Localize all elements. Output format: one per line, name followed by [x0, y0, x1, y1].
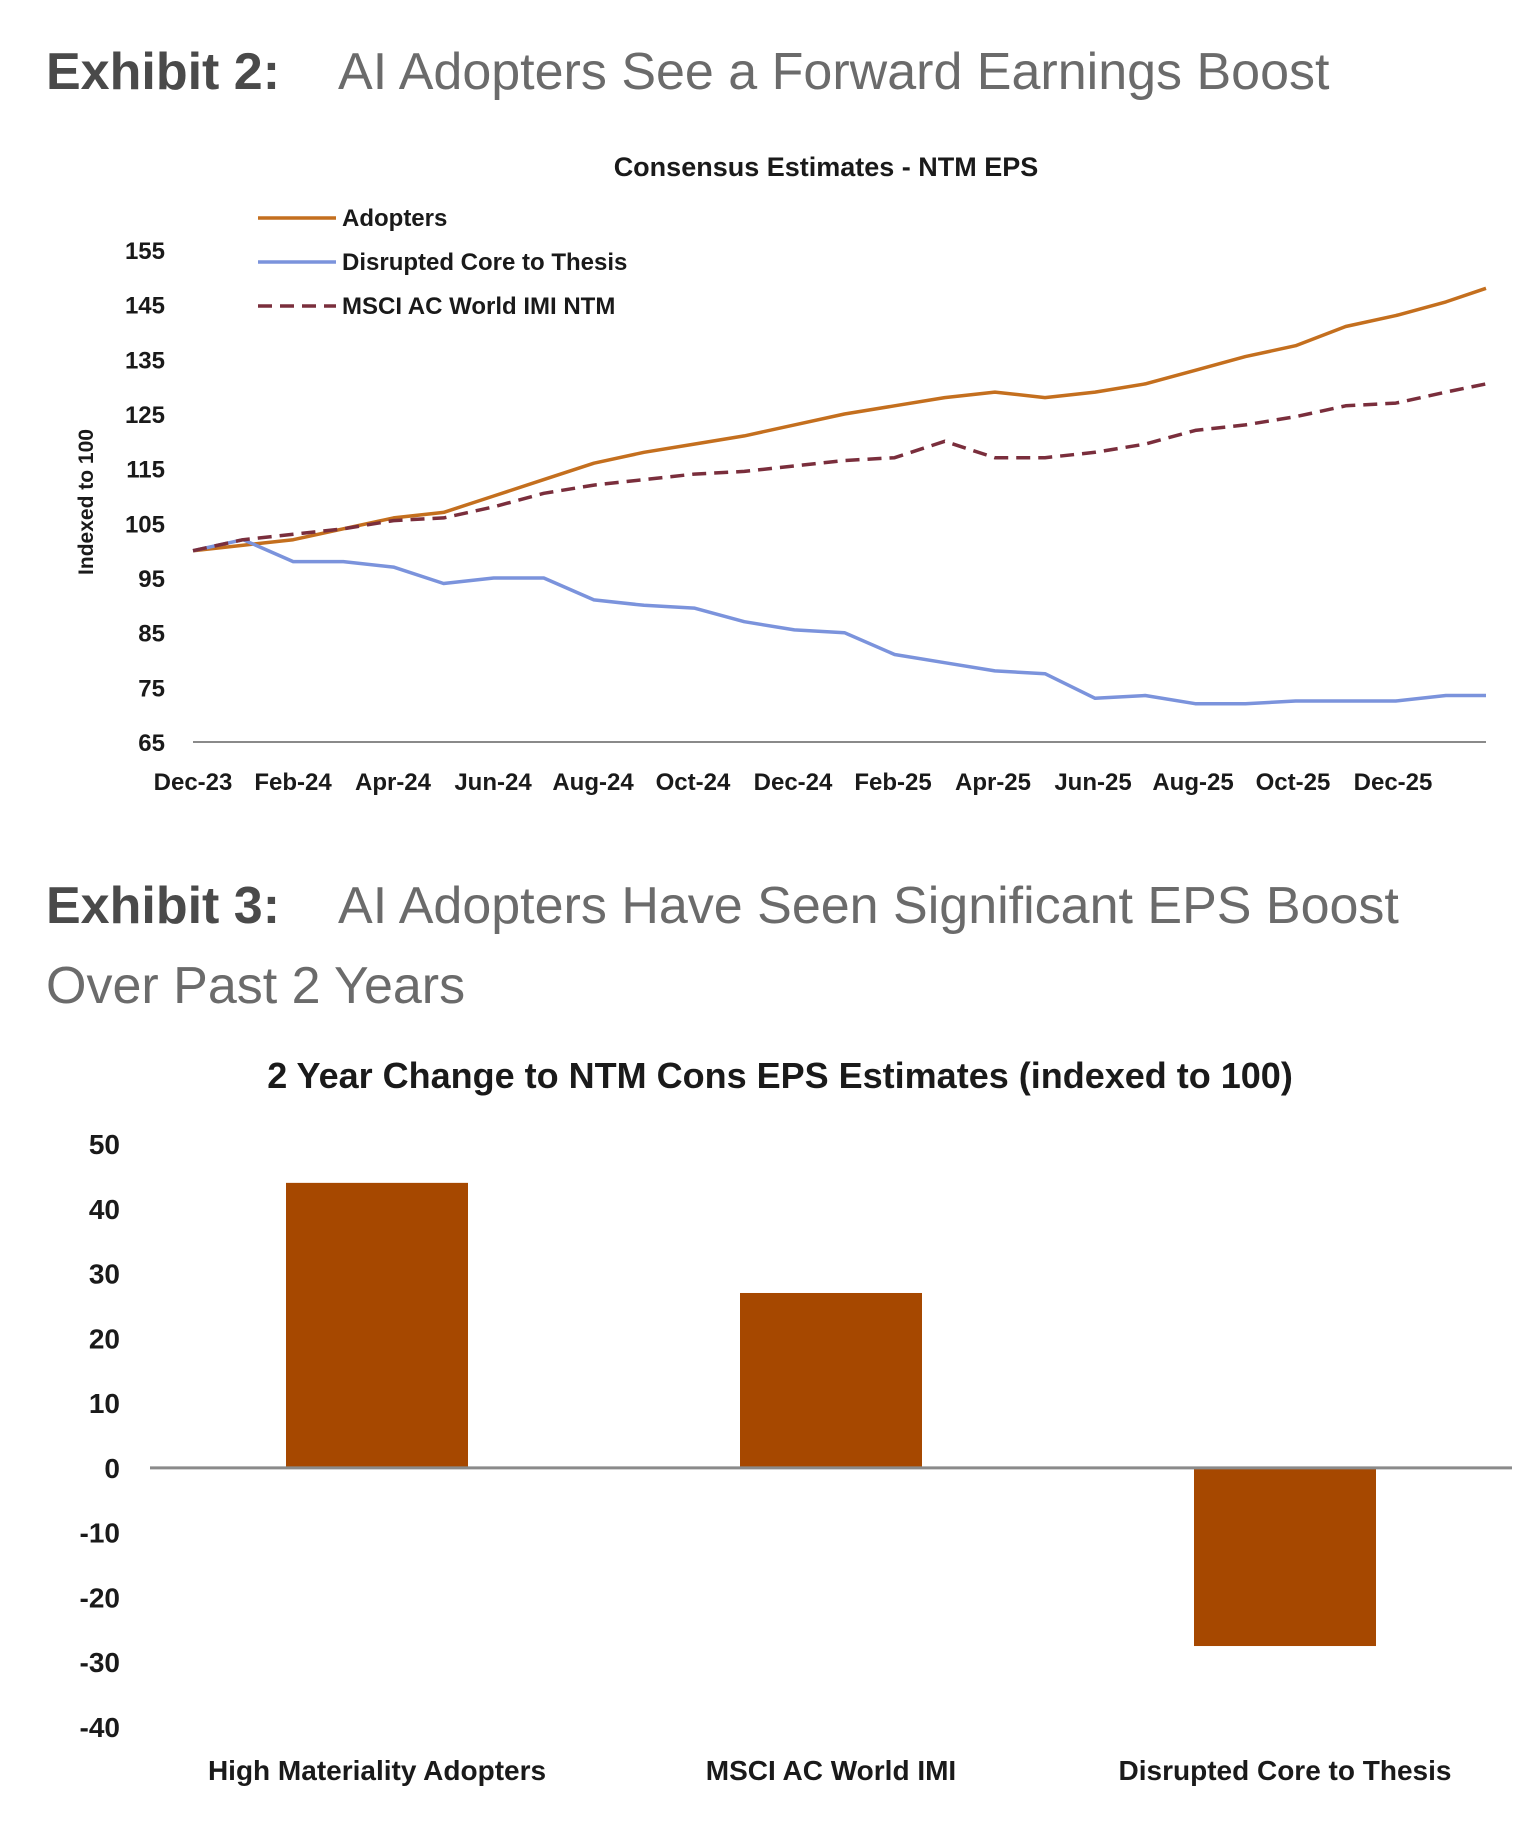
exhibit-3-label: Exhibit 3: [46, 877, 281, 935]
line-chart-y-tick: 105 [125, 511, 165, 538]
legend-label: Adopters [342, 205, 447, 232]
eps-change-bar-chart: 2 Year Change to NTM Cons EPS Estimates … [80, 1055, 1512, 1786]
line-chart-x-tick: Dec-25 [1354, 769, 1433, 796]
bar-chart-y-tick: 50 [89, 1129, 120, 1160]
line-chart-y-tick: 95 [138, 566, 165, 593]
bar-disrupted-core-to-thesis [1194, 1467, 1376, 1647]
line-chart-x-tick: Dec-24 [754, 769, 833, 796]
bar-chart-y-tick: -10 [80, 1518, 120, 1549]
line-chart-y-tick: 135 [125, 347, 165, 374]
bar-high-materiality-adopters [286, 1182, 468, 1468]
bar-chart-y-tick: 30 [89, 1259, 120, 1290]
line-chart-x-tick: Jun-25 [1054, 769, 1131, 796]
series-line-adopters [192, 286, 1487, 553]
legend-label: Disrupted Core to Thesis [342, 249, 627, 276]
line-chart-x-tick: Oct-25 [1256, 769, 1331, 796]
line-chart-y-tick: 155 [125, 238, 165, 265]
ntm-eps-line-chart: Consensus Estimates - NTM EPS Indexed to… [75, 152, 1487, 796]
line-chart-y-tick: 115 [126, 457, 165, 484]
line-chart-y-tick: 145 [125, 293, 165, 320]
bar-chart-category-label: Disrupted Core to Thesis [1119, 1755, 1452, 1786]
bar-chart-y-tick: 0 [104, 1453, 120, 1484]
line-chart-title: Consensus Estimates - NTM EPS [614, 152, 1039, 182]
line-chart-x-tick: Aug-25 [1152, 769, 1233, 796]
exhibit-2-label: Exhibit 2: [46, 43, 281, 101]
bar-chart-category-label: MSCI AC World IMI [706, 1755, 956, 1786]
line-chart-y-tick: 75 [138, 675, 165, 702]
bar-chart-category-label: High Materiality Adopters [208, 1755, 546, 1786]
line-chart-x-tick: Feb-24 [254, 769, 332, 796]
line-chart-x-tick: Oct-24 [656, 769, 731, 796]
exhibit-3-heading: Exhibit 3: AI Adopters Have Seen Signific… [46, 866, 1506, 1026]
exhibit-3-title: AI Adopters Have Seen Significant EPS Bo… [46, 877, 1399, 1015]
bar-chart-title: 2 Year Change to NTM Cons EPS Estimates … [267, 1055, 1293, 1096]
line-chart-y-tick: 65 [138, 730, 165, 757]
line-chart-x-tick: Jun-24 [454, 769, 532, 796]
line-chart-x-tick: Aug-24 [552, 769, 634, 796]
bar-chart-y-tick: -30 [80, 1647, 120, 1678]
bar-msci-ac-world-imi [740, 1292, 922, 1468]
bar-chart-y-tick: 20 [89, 1323, 120, 1354]
bar-chart-y-tick: -40 [80, 1712, 120, 1743]
bar-chart-y-tick: -20 [80, 1582, 120, 1613]
line-chart-x-tick: Feb-25 [854, 769, 931, 796]
exhibit-2-title: AI Adopters See a Forward Earnings Boost [338, 43, 1330, 101]
line-chart-x-tick: Dec-23 [154, 769, 233, 796]
series-line-disrupted-core-to-thesis [192, 537, 1486, 706]
bar-chart-y-tick: 40 [89, 1194, 120, 1225]
bar-chart-y-tick: 10 [89, 1388, 120, 1419]
line-chart-x-tick: Apr-25 [955, 769, 1031, 796]
series-line-msci-ac-world-imi-ntm [192, 382, 1487, 553]
line-chart-y-axis-label: Indexed to 100 [75, 429, 98, 575]
exhibit-2-heading: Exhibit 2: AI Adopters See a Forward Earn… [46, 32, 1329, 112]
legend-label: MSCI AC World IMI NTM [342, 293, 615, 320]
line-chart-x-tick: Apr-24 [355, 769, 432, 796]
line-chart-y-tick: 85 [138, 621, 165, 648]
line-chart-y-tick: 125 [125, 402, 165, 429]
